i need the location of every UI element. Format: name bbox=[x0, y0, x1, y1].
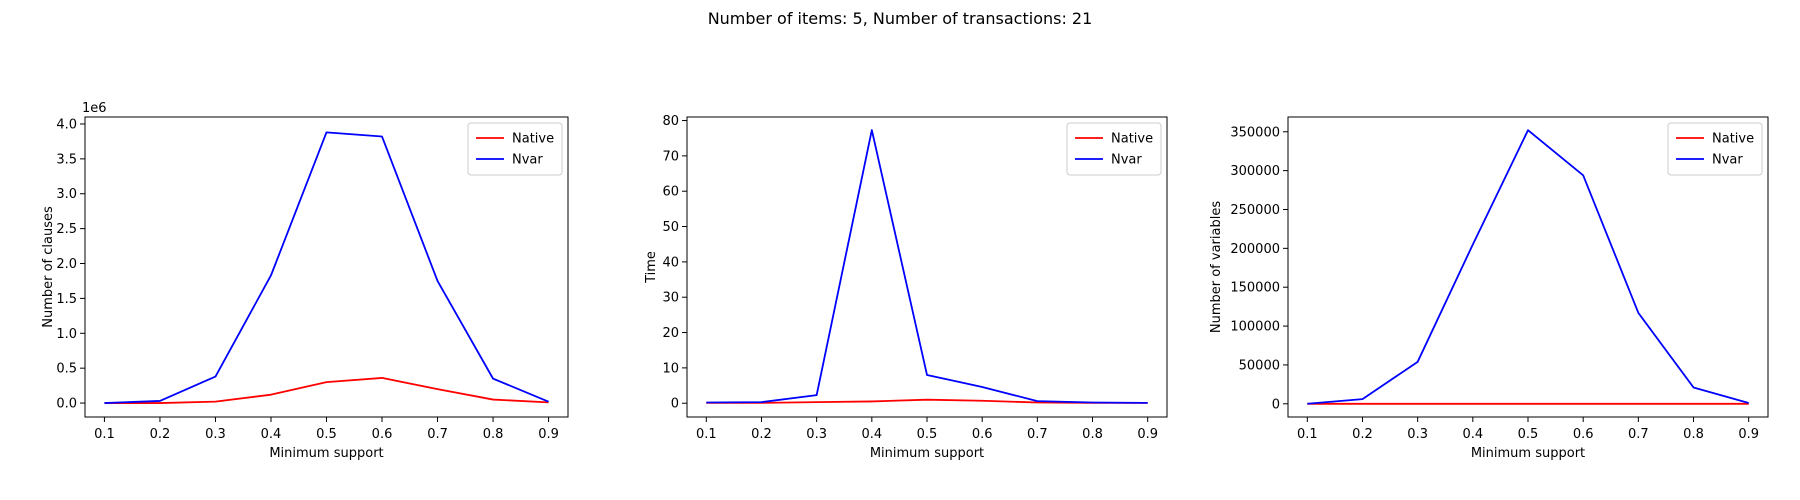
y-tick-label: 4.0 bbox=[56, 117, 77, 132]
y-tick-label: 50000 bbox=[1239, 358, 1280, 373]
x-tick-label: 0.7 bbox=[1628, 427, 1649, 442]
y-tick-label: 2.0 bbox=[56, 257, 77, 272]
y-tick-label: 1.5 bbox=[56, 292, 77, 307]
x-tick-label: 0.1 bbox=[696, 427, 717, 442]
legend-label-nvar: Nvar bbox=[1111, 153, 1142, 168]
y-axis-label: Number of variables bbox=[1209, 201, 1224, 333]
legend: Native Nvar bbox=[467, 122, 563, 176]
x-tick-label: 0.9 bbox=[1738, 427, 1759, 442]
series-line-native bbox=[104, 377, 549, 404]
x-tick-label: 0.5 bbox=[917, 427, 938, 442]
y-tick-label: 100000 bbox=[1230, 320, 1280, 335]
series-line-nvar bbox=[104, 131, 549, 404]
y-tick-label: 2.5 bbox=[56, 222, 77, 237]
y-axis-label: Number of clauses bbox=[41, 206, 56, 328]
x-tick-label: 0.5 bbox=[316, 427, 337, 442]
x-tick-label: 0.7 bbox=[1027, 427, 1048, 442]
y-tick-label: 0 bbox=[1272, 397, 1280, 412]
x-tick-label: 0.8 bbox=[1082, 427, 1103, 442]
y-tick-label: 0.5 bbox=[56, 362, 77, 377]
y-tick-label: 60 bbox=[662, 185, 679, 200]
legend-label-nvar: Nvar bbox=[512, 153, 543, 168]
figure-title: Number of items: 5, Number of transactio… bbox=[708, 9, 1093, 28]
y-tick-label: 0.0 bbox=[56, 397, 77, 412]
x-tick-label: 0.3 bbox=[1407, 427, 1428, 442]
y-tick-label: 200000 bbox=[1230, 242, 1280, 257]
y-tick-label: 1.0 bbox=[56, 327, 77, 342]
y-tick-label: 30 bbox=[662, 291, 679, 306]
legend: Native Nvar bbox=[1667, 122, 1763, 176]
y-tick-label: 80 bbox=[662, 114, 679, 129]
x-tick-label: 0.2 bbox=[751, 427, 772, 442]
x-tick-label: 0.4 bbox=[1462, 427, 1483, 442]
legend-label-native: Native bbox=[1111, 132, 1153, 147]
chart-panel-1: 0.1 0.2 0.3 0.4 0.5 0.6 0.7 0.8 0.9 0.0 0.5 1.0 1.5 2… bbox=[41, 101, 569, 461]
x-tick-label: 0.3 bbox=[205, 427, 226, 442]
y-tick-label: 3.5 bbox=[56, 152, 77, 167]
legend-box bbox=[1066, 122, 1162, 176]
x-tick-label: 0.3 bbox=[806, 427, 827, 442]
y-tick-label: 70 bbox=[662, 149, 679, 164]
x-tick-label: 0.9 bbox=[538, 427, 559, 442]
chart-panel-3: 0.1 0.2 0.3 0.4 0.5 0.6 0.7 0.8 0.9 0 50000 100000 1… bbox=[1209, 116, 1769, 461]
x-tick-label: 0.6 bbox=[372, 427, 393, 442]
legend-label-nvar: Nvar bbox=[1712, 153, 1743, 168]
y-tick-label: 40 bbox=[662, 255, 679, 270]
x-tick-label: 0.6 bbox=[1573, 427, 1594, 442]
y-tick-label: 300000 bbox=[1230, 164, 1280, 179]
x-tick-label: 0.1 bbox=[1297, 427, 1318, 442]
x-axis-label: Minimum support bbox=[269, 446, 383, 461]
y-tick-label: 20 bbox=[662, 326, 679, 341]
x-tick-label: 0.1 bbox=[94, 427, 115, 442]
legend-label-native: Native bbox=[1712, 132, 1754, 147]
x-axis-label: Minimum support bbox=[870, 446, 984, 461]
y-tick-label: 50 bbox=[662, 220, 679, 235]
x-tick-label: 0.9 bbox=[1137, 427, 1158, 442]
x-tick-label: 0.2 bbox=[150, 427, 171, 442]
x-tick-label: 0.7 bbox=[427, 427, 448, 442]
y-tick-label: 150000 bbox=[1230, 281, 1280, 296]
x-tick-label: 0.4 bbox=[861, 427, 882, 442]
y-tick-label: 3.0 bbox=[56, 187, 77, 202]
y-tick-label: 10 bbox=[662, 361, 679, 376]
x-tick-label: 0.4 bbox=[261, 427, 282, 442]
x-tick-label: 0.2 bbox=[1352, 427, 1373, 442]
y-offset-label: 1e6 bbox=[82, 101, 107, 116]
legend-box bbox=[467, 122, 563, 176]
legend-box bbox=[1667, 122, 1763, 176]
legend: Native Nvar bbox=[1066, 122, 1162, 176]
y-tick-label: 0 bbox=[671, 397, 679, 412]
series-line-nvar bbox=[706, 129, 1148, 404]
chart-panel-2: 0.1 0.2 0.3 0.4 0.5 0.6 0.7 0.8 0.9 0 10 20 30 40 50 60… bbox=[644, 114, 1168, 461]
legend-label-native: Native bbox=[512, 132, 554, 147]
y-tick-label: 350000 bbox=[1230, 125, 1280, 140]
x-tick-label: 0.8 bbox=[483, 427, 504, 442]
x-tick-label: 0.8 bbox=[1683, 427, 1704, 442]
y-tick-label: 250000 bbox=[1230, 203, 1280, 218]
x-axis-label: Minimum support bbox=[1471, 446, 1585, 461]
y-axis-label: Time bbox=[644, 251, 659, 284]
series-line-nvar bbox=[1307, 129, 1749, 405]
x-tick-label: 0.5 bbox=[1518, 427, 1539, 442]
x-tick-label: 0.6 bbox=[972, 427, 993, 442]
